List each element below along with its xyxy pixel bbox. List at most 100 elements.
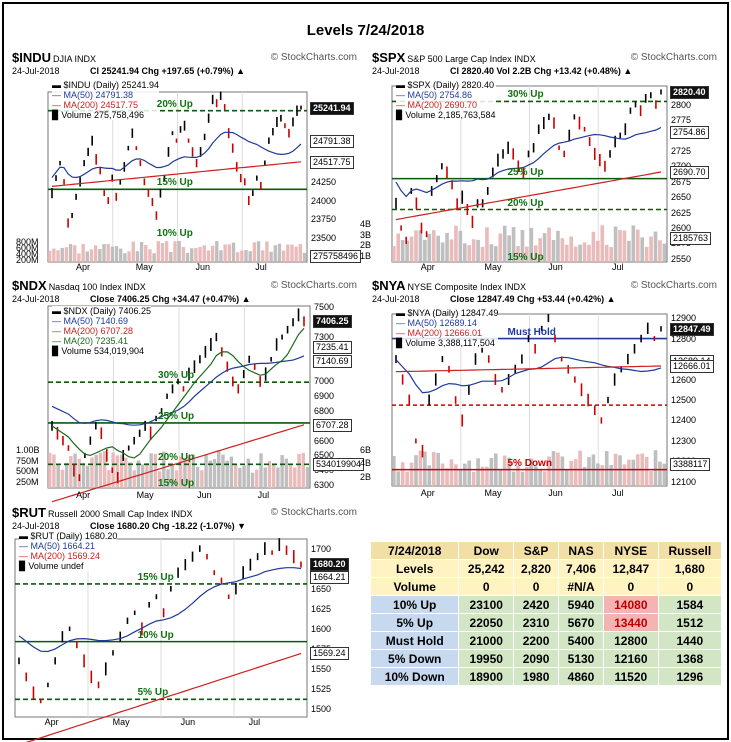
ndx-value-tag: 6707.28 — [313, 418, 352, 432]
spx-volume-tick-label: 4B — [360, 219, 372, 229]
nya-volume-bar — [405, 471, 409, 486]
ndx-volume-bar — [98, 452, 103, 488]
ndx-volume-bar — [246, 458, 251, 488]
nya-volume-bar — [627, 459, 631, 486]
nya-x-tick-label: Apr — [420, 488, 435, 498]
chart-nya: $NYA NYSE Composite Index INDX © StockChar… — [360, 278, 725, 506]
spx-x-tick-label: Jul — [612, 262, 624, 272]
nya-legend-entry: ▬ $NYA (Daily) 12847.49 — [396, 308, 499, 318]
spx-x-tick-label: May — [484, 262, 502, 272]
chart-spx: $SPX S&P 500 Large Cap Index INDX © StockC… — [360, 50, 725, 275]
table-cell: 18900 — [458, 667, 515, 686]
table-column-header: Dow — [458, 541, 515, 560]
spx-volume-bar — [516, 245, 520, 262]
ndx-value-tag: 534019904 — [313, 458, 365, 471]
ndx-legend: ▬ $NDX (Daily) 7406.25— MA(50) 7140.69— … — [52, 306, 152, 356]
indu-volume-bar — [286, 244, 290, 262]
spx-volume-bar — [485, 227, 489, 262]
nya-y-tick-label: 12500 — [671, 395, 697, 405]
spx-volume-bar — [454, 225, 458, 262]
nya-volume-bar — [462, 463, 467, 486]
spx-volume-bar — [427, 233, 432, 262]
spx-volume-bar — [498, 233, 503, 262]
spx-x-tick-label: Jun — [548, 262, 563, 272]
ndx-volume-bar — [259, 453, 263, 488]
indu-volume-bar — [73, 245, 77, 262]
indu-volume-bar — [114, 246, 119, 262]
spx-volume-bar — [591, 231, 596, 262]
spx-volume-bar — [538, 238, 543, 262]
indu-volume-bar — [227, 244, 232, 262]
nya-y-tick-label: 12900 — [671, 313, 697, 324]
nya-y-tick-label: 12400 — [671, 415, 697, 426]
spx-volume-bar — [400, 239, 405, 262]
spx-volume-bar — [405, 240, 409, 262]
table-cell: #N/A — [558, 577, 604, 596]
nya-level-label: 5% Down — [507, 457, 552, 469]
indu-volume-tick-label: 400M — [16, 249, 39, 259]
nya-value-tag: 12847.49 — [670, 322, 714, 336]
indu-volume-bar — [235, 252, 240, 262]
table-row-label: 5% Down — [369, 649, 460, 668]
nya-volume-bar — [631, 459, 636, 486]
nya-volume-bar — [542, 471, 547, 486]
nya-volume-bar — [560, 456, 565, 486]
indu-x-tick-label: Jul — [255, 262, 267, 272]
nya-volume-bar — [414, 455, 418, 486]
ndx-volume-bar — [301, 452, 305, 488]
indu-symbol: $INDU — [12, 50, 52, 65]
rut-level-label: 5% Up — [137, 687, 169, 699]
nya-volume-bar — [582, 466, 587, 486]
ndx-volume-tick-label: 250M — [16, 476, 39, 487]
nya-volume-bar — [596, 463, 600, 486]
ndx-volume-bar — [56, 464, 60, 488]
table-cell: 5940 — [558, 595, 604, 614]
indu-y-tick-label: 24000 — [311, 195, 337, 206]
nya-value-tag: 3388117 — [670, 458, 711, 471]
spx-volume-bar — [649, 236, 653, 262]
nya-value-tag: 12666.01 — [670, 360, 714, 373]
spx-volume-bar — [578, 244, 582, 262]
table-cell: 12800 — [603, 631, 659, 650]
ndx-volume-bar — [267, 460, 272, 488]
nya-volume-tick-label: 6B — [360, 445, 372, 455]
table-row: Levels 25,242 2,820 7,406 12,847 1,680 — [369, 559, 723, 578]
ndx-volume-bar — [263, 467, 267, 488]
indu-volume-bar — [244, 249, 248, 262]
rut-quote: Close 1680.20 Chg -18.22 (-1.07%) ▼ — [90, 521, 246, 531]
spx-y-tick-label: 2725 — [671, 145, 692, 156]
nya-volume-bar — [449, 459, 454, 486]
indu-y-tick-label: 23500 — [311, 233, 337, 243]
indu-volume-bar — [89, 249, 94, 262]
rut-value-tag: 1569.24 — [310, 647, 349, 661]
indu-volume-bar — [290, 244, 294, 262]
ndx-volume-bar — [94, 454, 98, 488]
ndx-volume-bar — [64, 462, 69, 488]
ndx-index-name: Nasdaq 100 Index INDX — [48, 282, 146, 292]
indu-volume-bar — [281, 250, 286, 262]
ndx-volume-bar — [86, 465, 90, 488]
indu-volume-bar — [210, 245, 215, 262]
nya-volume-bar — [533, 466, 538, 486]
spx-value-tag: 2754.86 — [670, 126, 709, 140]
nya-volume-bar — [618, 455, 622, 486]
indu-volume-bar — [190, 248, 194, 262]
rut-x-tick-label: May — [112, 717, 130, 727]
table-cell: 21000 — [458, 631, 515, 650]
table-cell: 1584 — [657, 595, 723, 614]
indu-volume-bar — [223, 244, 227, 262]
ndx-volume-bar — [69, 455, 73, 488]
indu-y-tick-label: 23750 — [311, 214, 337, 225]
indu-legend-entry: — MA(200) 24517.75 — [52, 100, 139, 110]
table-row: Volume 0 0 #N/A 0 0 — [369, 577, 723, 596]
indu-date: 24-Jul-2018 — [12, 66, 60, 76]
nya-volume-bar — [649, 471, 653, 486]
spx-symbol-title: $SPX S&P 500 Large Cap Index INDX — [372, 50, 536, 65]
ndx-legend-entry: — MA(200) 6707.28 — [52, 326, 134, 336]
ndx-volume-bar — [284, 458, 289, 488]
nya-volume-tick-label: 4B — [360, 458, 372, 469]
spx-volume-bar — [414, 230, 418, 262]
spx-value-tag: 2690.70 — [670, 166, 709, 180]
ndx-volume-bar — [276, 467, 280, 488]
nya-volume-bar — [578, 450, 582, 486]
